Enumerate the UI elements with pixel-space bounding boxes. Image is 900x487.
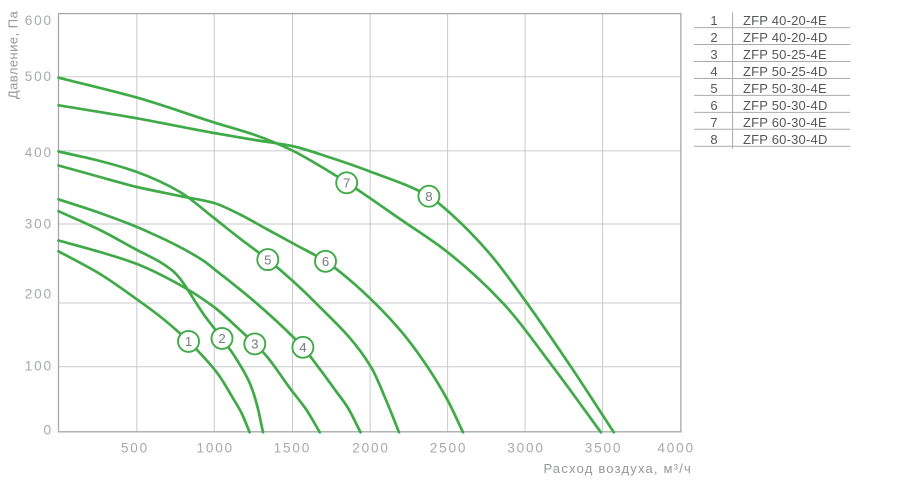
svg-text:2: 2 — [218, 331, 225, 346]
svg-text:500: 500 — [25, 69, 53, 84]
svg-text:ZFP 50-25-4D: ZFP 50-25-4D — [743, 64, 828, 79]
svg-text:8: 8 — [710, 132, 717, 147]
svg-text:Давление, Па: Давление, Па — [6, 11, 21, 100]
svg-text:300: 300 — [25, 217, 53, 232]
svg-text:2500: 2500 — [430, 441, 467, 456]
svg-text:200: 200 — [25, 287, 53, 302]
svg-text:ZFP 50-25-4E: ZFP 50-25-4E — [743, 47, 827, 62]
svg-text:4: 4 — [299, 340, 306, 355]
svg-text:6: 6 — [710, 98, 717, 113]
svg-text:7: 7 — [710, 115, 717, 130]
svg-text:0: 0 — [44, 423, 53, 438]
svg-text:4000: 4000 — [657, 441, 694, 456]
svg-text:2: 2 — [710, 30, 717, 45]
svg-text:5: 5 — [710, 81, 717, 96]
svg-text:Расход воздуха, м³/ч: Расход воздуха, м³/ч — [543, 461, 692, 476]
svg-text:100: 100 — [25, 359, 53, 374]
svg-text:1000: 1000 — [196, 441, 233, 456]
svg-text:1: 1 — [185, 334, 192, 349]
svg-text:ZFP 60-30-4E: ZFP 60-30-4E — [743, 115, 827, 130]
svg-text:7: 7 — [343, 176, 350, 191]
svg-text:ZFP 60-30-4D: ZFP 60-30-4D — [743, 132, 828, 147]
svg-text:ZFP 50-30-4D: ZFP 50-30-4D — [743, 98, 828, 113]
svg-text:5: 5 — [264, 252, 271, 267]
svg-text:ZFP 50-30-4E: ZFP 50-30-4E — [743, 81, 827, 96]
svg-text:1: 1 — [710, 13, 717, 28]
svg-text:ZFP 40-20-4D: ZFP 40-20-4D — [743, 30, 828, 45]
svg-text:3: 3 — [251, 337, 258, 352]
svg-text:1500: 1500 — [274, 441, 311, 456]
svg-text:ZFP 40-20-4E: ZFP 40-20-4E — [743, 13, 827, 28]
svg-text:3500: 3500 — [585, 441, 622, 456]
svg-text:3000: 3000 — [507, 441, 544, 456]
svg-text:600: 600 — [25, 13, 53, 28]
svg-text:2000: 2000 — [352, 441, 389, 456]
svg-text:4: 4 — [710, 64, 717, 79]
svg-text:500: 500 — [121, 441, 149, 456]
svg-text:6: 6 — [322, 254, 329, 269]
svg-text:8: 8 — [425, 189, 432, 204]
svg-text:3: 3 — [710, 47, 717, 62]
svg-text:400: 400 — [25, 145, 53, 160]
